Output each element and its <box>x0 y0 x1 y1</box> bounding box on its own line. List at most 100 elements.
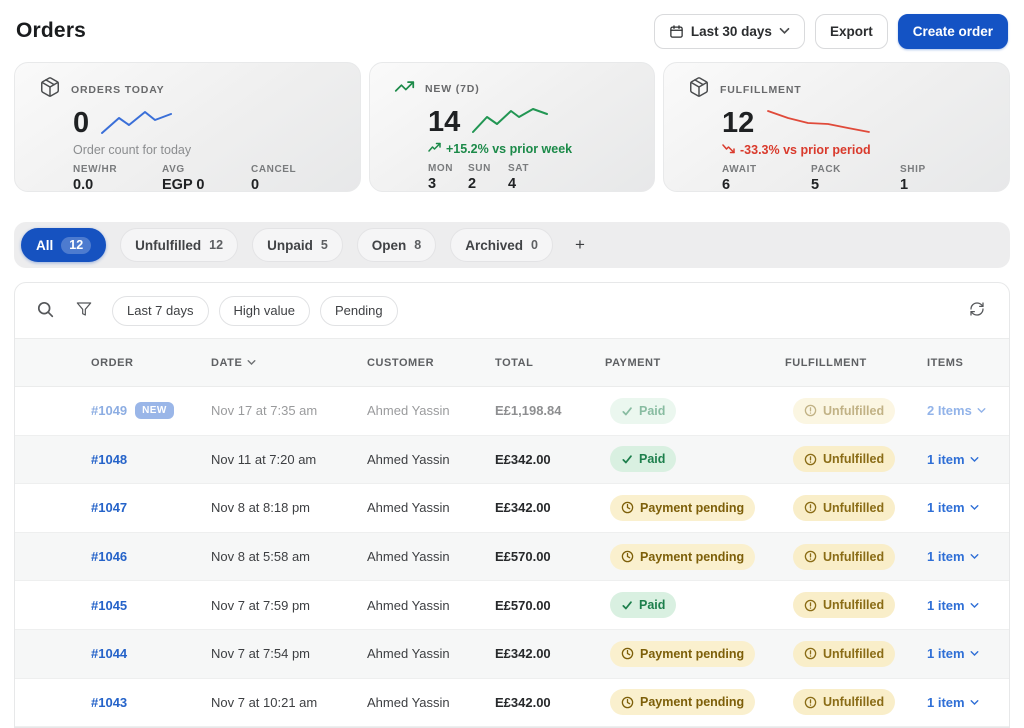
order-link[interactable]: #1045 <box>91 597 128 613</box>
payment-status-badge: Payment pending <box>610 543 756 570</box>
tab-archived[interactable]: Archived 0 <box>450 228 553 262</box>
table-header: ORDER DATE CUSTOMER TOTAL PAYMENT FULFIL… <box>15 338 1009 387</box>
stat-label: NEW (7D) <box>425 83 480 95</box>
package-icon <box>688 76 710 103</box>
payment-status-badge: Paid <box>610 397 677 424</box>
check-icon <box>622 601 632 610</box>
stat-delta-down: -33.3% vs prior period <box>722 143 989 157</box>
sort-chevron-down-icon <box>247 357 256 369</box>
order-link[interactable]: #1043 <box>91 694 128 710</box>
metric-value: 3 <box>428 176 437 192</box>
stat-value: 12 <box>722 106 755 139</box>
tab-unfulfilled[interactable]: Unfulfilled 12 <box>120 228 239 262</box>
order-customer: Ahmed Yassin <box>367 500 450 516</box>
chip-last-7-days[interactable]: Last 7 days <box>112 295 209 326</box>
order-link[interactable]: #1049 NEW <box>91 402 174 420</box>
search-button[interactable] <box>35 299 56 323</box>
top-bar: Orders Last 30 days Export Create order <box>14 0 1010 52</box>
order-link[interactable]: #1046 <box>91 549 128 565</box>
items-toggle[interactable]: 1 item <box>927 646 979 661</box>
metric-label: AVG <box>162 164 185 175</box>
order-total: E£570.00 <box>495 549 551 565</box>
sparkline-blue <box>99 106 181 141</box>
metric-value: 2 <box>468 176 477 192</box>
chip-pending[interactable]: Pending <box>319 295 398 326</box>
metric-label: CANCEL <box>251 164 297 175</box>
metric-value: 0.0 <box>73 177 94 193</box>
alert-circle-icon <box>804 648 817 660</box>
date-range-label: Last 30 days <box>690 23 772 39</box>
tab-all[interactable]: All 12 <box>21 228 107 262</box>
clock-icon <box>621 696 634 709</box>
order-date: Nov 8 at 5:58 am <box>211 549 310 565</box>
metric-label: MON <box>428 163 454 174</box>
chip-high-value[interactable]: High value <box>218 295 310 326</box>
chevron-down-icon <box>970 651 979 657</box>
package-icon <box>39 76 61 103</box>
calendar-icon <box>669 24 684 39</box>
metric-value: 0 <box>251 177 260 193</box>
stat-caption: Order count for today <box>73 143 192 157</box>
tab-open[interactable]: Open 8 <box>356 228 437 262</box>
items-toggle[interactable]: 1 item <box>927 500 979 515</box>
order-tabs: All 12 Unfulfilled 12 Unpaid 5 Open 8 Archiv… <box>14 222 1010 268</box>
order-date: Nov 7 at 10:21 am <box>211 694 318 710</box>
order-total: E£570.00 <box>495 597 551 613</box>
order-link[interactable]: #1047 <box>91 500 128 516</box>
metric-label: NEW/HR <box>73 164 118 175</box>
column-items: ITEMS <box>927 356 964 369</box>
column-date[interactable]: DATE <box>211 357 367 369</box>
chevron-down-icon <box>779 27 790 35</box>
stat-card-fulfillment: FULFILLMENT 12 -33.3% vs prior period AW… <box>663 62 1010 193</box>
sparkline-green <box>470 105 552 140</box>
order-link[interactable]: #1048 <box>91 451 128 467</box>
payment-status-badge: Payment pending <box>610 689 756 716</box>
column-fulfillment: FULFILLMENT <box>785 356 867 369</box>
order-customer: Ahmed Yassin <box>367 694 450 710</box>
create-order-button[interactable]: Create order <box>897 13 1008 49</box>
order-date: Nov 17 at 7:35 am <box>211 403 318 419</box>
items-toggle[interactable]: 1 item <box>927 598 979 613</box>
order-total: E£342.00 <box>495 500 551 516</box>
payment-status-badge: Paid <box>610 592 677 619</box>
column-total: TOTAL <box>495 356 534 369</box>
items-toggle[interactable]: 1 item <box>927 549 979 564</box>
stat-delta-up: +15.2% vs prior week <box>428 142 634 156</box>
order-customer: Ahmed Yassin <box>367 646 450 662</box>
stat-value: 0 <box>73 106 90 139</box>
fulfillment-status-badge: Unfulfilled <box>793 494 896 521</box>
items-toggle[interactable]: 1 item <box>927 695 979 710</box>
stat-metrics: AWAIT 6 PACK 5 SHIP 1 <box>722 164 989 193</box>
items-toggle[interactable]: 2 Items <box>927 403 986 418</box>
order-customer: Ahmed Yassin <box>367 403 450 419</box>
table-row: #1045 Nov 7 at 7:59 pm Ahmed Yassin E£57… <box>15 581 1009 630</box>
stat-metrics: NEW/HR 0.0 AVG EGP 0 CANCEL 0 <box>73 164 340 193</box>
search-icon <box>37 301 54 321</box>
filter-button[interactable] <box>74 299 94 322</box>
order-customer: Ahmed Yassin <box>367 549 450 565</box>
refresh-button[interactable] <box>967 299 987 322</box>
order-total: E£342.00 <box>495 451 551 467</box>
export-button[interactable]: Export <box>814 13 888 49</box>
metric-value: 1 <box>900 177 909 193</box>
date-range-button[interactable]: Last 30 days <box>653 13 805 49</box>
alert-circle-icon <box>804 405 817 417</box>
tab-unpaid[interactable]: Unpaid 5 <box>252 228 343 262</box>
stat-card-new-7d: NEW (7D) 14 +15.2% vs prior week MON 3 SU… <box>369 62 655 192</box>
items-toggle[interactable]: 1 item <box>927 452 979 467</box>
table-row: #1048 Nov 11 at 7:20 am Ahmed Yassin E£3… <box>15 435 1009 485</box>
order-link[interactable]: #1044 <box>91 646 128 662</box>
payment-status-badge: Paid <box>610 446 677 473</box>
fulfillment-status-badge: Unfulfilled <box>793 592 896 619</box>
refresh-icon <box>969 301 985 320</box>
metric-value: 4 <box>508 176 517 192</box>
order-total: E£1,198.84 <box>495 403 562 419</box>
mini-trend-down-icon <box>722 143 735 157</box>
add-tab-button[interactable]: + <box>567 228 593 262</box>
table-row: #1043 Nov 7 at 10:21 am Ahmed Yassin E£3… <box>15 679 1009 728</box>
fulfillment-status-badge: Unfulfilled <box>793 543 896 570</box>
column-customer: CUSTOMER <box>367 356 435 369</box>
chevron-down-icon <box>970 456 979 462</box>
mini-trend-up-icon <box>428 142 441 156</box>
alert-circle-icon <box>804 696 817 709</box>
